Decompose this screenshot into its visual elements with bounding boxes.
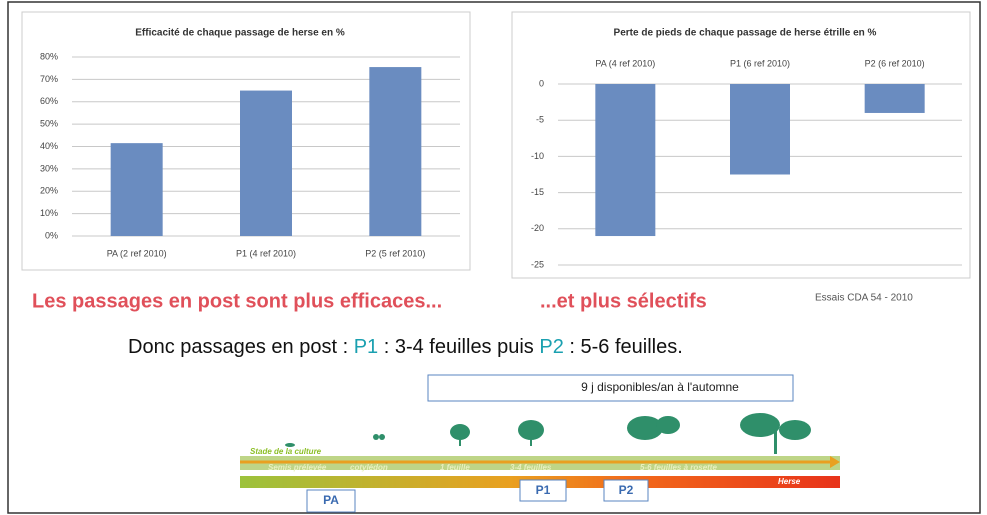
chart-title: Perte de pieds de chaque passage de hers… (614, 28, 877, 39)
pass: P2 (619, 483, 634, 497)
headline: Les passages en post sont plus efficaces… (32, 290, 442, 312)
y-tick-label: 80% (40, 51, 58, 61)
y-tick-label: 10% (40, 208, 58, 218)
y-tick-label: 20% (40, 186, 58, 196)
stage: 1 feuille (440, 463, 470, 472)
y-tick-label: 0 (539, 78, 544, 88)
bar (111, 143, 163, 236)
y-tick-label: 40% (40, 141, 58, 151)
x-tick-label: P1 (6 ref 2010) (730, 58, 790, 68)
stage: 3-4 feuilles (510, 463, 552, 472)
y-tick-label: -25 (531, 259, 544, 269)
conclusion: Donc passages en post : P1 : 3-4 feuille… (128, 336, 683, 358)
pass: P1 (536, 483, 551, 497)
y-tick-label: 60% (40, 96, 58, 106)
y-tick-label: -15 (531, 187, 544, 197)
bar (240, 91, 292, 236)
conclusion-text: : 3-4 feuilles puis (378, 336, 539, 358)
y-tick-label: -20 (531, 223, 544, 233)
bar (595, 84, 655, 236)
period: 9 j disponibles/an à l'automne (581, 380, 739, 394)
y-tick-label: -5 (536, 115, 544, 125)
chart-title: Efficacité de chaque passage de herse en… (135, 28, 345, 39)
x-tick-label: PA (2 ref 2010) (107, 248, 167, 258)
y-tick-label: 30% (40, 163, 58, 173)
bar (865, 84, 925, 113)
x-tick-label: PA (4 ref 2010) (595, 58, 655, 68)
y-tick-label: 50% (40, 119, 58, 129)
conclusion-text: : 5-6 feuilles. (564, 336, 683, 358)
conclusion-text: Donc passages en post : (128, 336, 354, 358)
stage: cotylédon (350, 463, 388, 472)
y-tick-label: 0% (45, 230, 58, 240)
source: Essais CDA 54 - 2010 (815, 293, 913, 304)
pass: PA (323, 493, 339, 507)
x-tick-label: P1 (4 ref 2010) (236, 248, 296, 258)
x-tick-label: P2 (5 ref 2010) (365, 248, 425, 258)
stage-title: Stade de la culture (250, 447, 322, 456)
y-tick-label: 70% (40, 74, 58, 84)
bar (730, 84, 790, 175)
headline: ...et plus sélectifs (540, 290, 707, 312)
conclusion-pass: P2 (539, 336, 563, 358)
y-tick-label: -10 (531, 151, 544, 161)
tool: Herse (778, 477, 801, 486)
stage: 5-6 feuilles à rosette (640, 463, 717, 472)
x-tick-label: P2 (6 ref 2010) (865, 58, 925, 68)
bar (369, 67, 421, 236)
conclusion-pass: P1 (354, 336, 378, 358)
stage: Semis prélevée (268, 463, 327, 472)
slide: Efficacité de chaque passage de herse en… (0, 0, 987, 515)
